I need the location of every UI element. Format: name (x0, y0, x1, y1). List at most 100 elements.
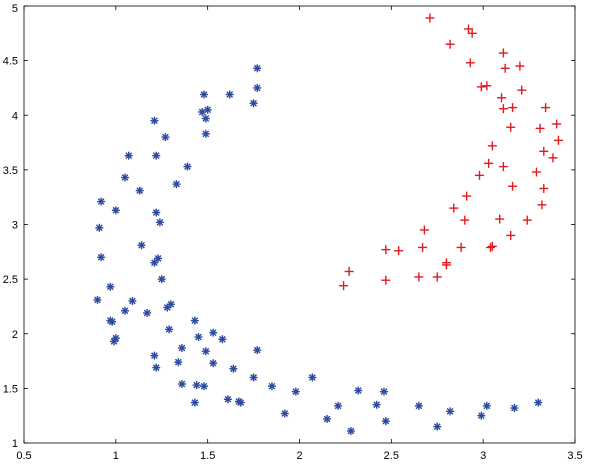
plot-background (24, 6, 575, 443)
asterisk-point (477, 411, 486, 420)
plus-point (537, 200, 547, 210)
asterisk-point (172, 180, 181, 189)
series-2 (339, 13, 563, 291)
plus-point (498, 48, 508, 58)
asterisk-point (381, 417, 390, 426)
asterisk-point (128, 296, 137, 305)
asterisk-point (106, 282, 115, 291)
asterisk-point (194, 333, 203, 342)
asterisk-point (137, 241, 146, 250)
x-tick: 2 (296, 6, 303, 462)
asterisk-point (97, 253, 106, 262)
plus-point (381, 245, 391, 255)
y-tick: 1.5 (3, 383, 575, 395)
y-tick: 2.5 (3, 274, 575, 286)
y-tick-label: 3.5 (3, 165, 18, 177)
asterisk-point (177, 343, 186, 352)
asterisk-point (534, 398, 543, 407)
plus-point (467, 28, 477, 38)
asterisk-point (150, 351, 159, 360)
asterisk-point (111, 206, 120, 215)
y-tick-label: 1.5 (3, 383, 18, 395)
y-tick: 3 (12, 220, 575, 232)
asterisk-point (183, 162, 192, 171)
y-tick-label: 3 (12, 220, 18, 232)
asterisk-point (152, 208, 161, 217)
plus-point (553, 135, 563, 145)
plus-point (486, 242, 496, 252)
y-tick-label: 5 (12, 3, 18, 15)
y-tick-label: 2.5 (3, 274, 18, 286)
asterisk-point (510, 404, 519, 413)
plus-point (445, 39, 455, 49)
asterisk-point (414, 401, 423, 410)
asterisk-point (155, 218, 164, 227)
asterisk-point (346, 426, 355, 435)
asterisk-point (124, 151, 133, 160)
asterisk-point (218, 335, 227, 344)
asterisk-point (249, 99, 258, 108)
plus-point (506, 122, 516, 132)
asterisk-point (152, 151, 161, 160)
plus-point (476, 82, 486, 92)
asterisk-point (165, 325, 174, 334)
asterisk-point (253, 64, 262, 73)
plus-point (414, 272, 424, 282)
asterisk-point (150, 116, 159, 125)
plus-point (500, 63, 510, 73)
asterisk-point (161, 133, 170, 142)
plus-point (517, 85, 527, 95)
y-tick: 4 (12, 110, 575, 122)
x-tick-label: 1.5 (200, 450, 215, 462)
plus-point (482, 81, 492, 91)
data-points (93, 13, 563, 435)
asterisk-point (93, 295, 102, 304)
y-tick: 3.5 (3, 165, 575, 177)
plus-point (548, 153, 558, 163)
plus-point (497, 93, 507, 103)
plus-point (539, 183, 549, 193)
plus-point (508, 103, 518, 113)
plus-point (339, 281, 349, 291)
x-tick: 1.5 (200, 6, 215, 462)
plus-point (539, 146, 549, 156)
plus-point (394, 246, 404, 256)
y-tick-label: 1 (12, 438, 18, 450)
asterisk-point (150, 258, 159, 267)
asterisk-point (192, 381, 201, 390)
asterisk-point (135, 186, 144, 195)
plus-point (419, 225, 429, 235)
y-tick: 4.5 (3, 56, 575, 68)
plus-point (535, 123, 545, 133)
plus-point (531, 167, 541, 177)
plus-point (418, 242, 428, 252)
asterisk-point (201, 347, 210, 356)
y-tick-label: 4.5 (3, 56, 18, 68)
asterisk-point (229, 364, 238, 373)
asterisk-point (177, 380, 186, 389)
y-tick-label: 2 (12, 329, 18, 341)
asterisk-point (143, 308, 152, 317)
x-tick-label: 2 (296, 450, 302, 462)
asterisk-point (482, 401, 491, 410)
asterisk-point (323, 414, 332, 423)
plot-frame (23, 5, 576, 444)
asterisk-point (97, 197, 106, 206)
plus-point (552, 119, 562, 129)
plus-point (495, 214, 505, 224)
asterisk-point (152, 363, 161, 372)
plus-point (474, 170, 484, 180)
asterisk-point (201, 114, 210, 123)
asterisk-point (249, 373, 258, 382)
asterisk-point (209, 328, 218, 337)
plus-point (432, 272, 442, 282)
x-tick-label: 1 (113, 450, 119, 462)
asterisk-point (108, 317, 117, 326)
plus-point (541, 103, 551, 113)
asterisk-point (121, 306, 130, 315)
asterisk-point (433, 422, 442, 431)
x-tick: 3 (480, 6, 486, 462)
asterisk-point (201, 129, 210, 138)
asterisk-point (121, 173, 130, 182)
